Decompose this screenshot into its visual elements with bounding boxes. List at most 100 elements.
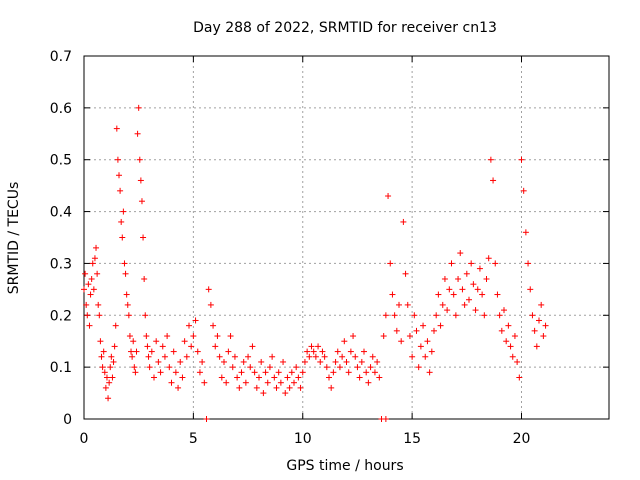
data-point bbox=[323, 364, 330, 371]
data-point bbox=[315, 343, 322, 350]
data-point bbox=[111, 343, 118, 350]
data-point bbox=[130, 338, 137, 345]
data-point bbox=[146, 364, 153, 371]
data-point bbox=[356, 374, 363, 381]
data-point bbox=[119, 234, 126, 241]
data-point bbox=[271, 374, 278, 381]
data-point bbox=[328, 384, 335, 391]
data-point bbox=[339, 353, 346, 360]
x-axis-label: GPS time / hours bbox=[286, 458, 403, 474]
data-point bbox=[179, 374, 186, 381]
data-point bbox=[113, 125, 120, 132]
data-point bbox=[516, 374, 523, 381]
data-point bbox=[85, 281, 92, 288]
data-point bbox=[155, 358, 162, 365]
y-tick-label: 0.6 bbox=[50, 101, 72, 117]
data-point bbox=[161, 353, 168, 360]
data-point bbox=[457, 250, 464, 257]
data-point bbox=[275, 369, 282, 376]
data-point bbox=[476, 265, 483, 272]
data-point bbox=[444, 307, 451, 314]
data-point bbox=[389, 291, 396, 298]
data-point bbox=[214, 333, 221, 340]
data-point bbox=[97, 338, 104, 345]
data-point bbox=[134, 130, 141, 137]
axis-ticks: 0 5 10 15 20 0 0.1 0.2 0.3 0.4 0.5 0.6 0.7 bbox=[50, 49, 609, 447]
data-point bbox=[88, 275, 95, 282]
data-point bbox=[186, 322, 192, 329]
data-point bbox=[89, 260, 96, 267]
data-point bbox=[194, 348, 201, 355]
data-point bbox=[426, 369, 433, 376]
data-point bbox=[205, 286, 212, 293]
data-point bbox=[385, 193, 392, 200]
data-point bbox=[203, 416, 210, 422]
data-point bbox=[542, 322, 549, 329]
data-point bbox=[112, 322, 119, 329]
data-point bbox=[84, 312, 91, 319]
data-point bbox=[188, 343, 195, 350]
data-point bbox=[428, 348, 435, 355]
data-point bbox=[151, 374, 157, 381]
data-point bbox=[487, 156, 494, 163]
data-point bbox=[433, 312, 440, 319]
data-point bbox=[308, 343, 315, 350]
data-point bbox=[216, 353, 223, 360]
y-tick-label: 0.5 bbox=[50, 153, 72, 169]
data-point bbox=[114, 156, 121, 163]
data-point bbox=[382, 416, 389, 422]
data-point bbox=[266, 364, 273, 371]
data-point bbox=[201, 379, 208, 386]
data-point bbox=[393, 327, 400, 334]
data-point bbox=[490, 177, 497, 184]
data-point bbox=[452, 312, 459, 319]
data-point bbox=[479, 291, 486, 298]
data-point bbox=[125, 312, 132, 319]
grid bbox=[84, 56, 609, 419]
data-point bbox=[485, 255, 492, 262]
y-tick-label: 0.1 bbox=[50, 360, 72, 376]
data-point bbox=[93, 244, 100, 251]
data-point bbox=[345, 369, 352, 376]
x-tick-label: 20 bbox=[513, 431, 531, 447]
data-point bbox=[540, 333, 547, 340]
data-point bbox=[253, 384, 260, 391]
data-point bbox=[136, 156, 143, 163]
data-point bbox=[468, 260, 475, 267]
data-point bbox=[102, 384, 109, 391]
data-point bbox=[207, 301, 214, 308]
data-point bbox=[483, 275, 490, 282]
data-point bbox=[522, 229, 529, 236]
data-point bbox=[450, 291, 457, 298]
data-point bbox=[334, 348, 341, 355]
data-point bbox=[369, 353, 376, 360]
data-point bbox=[361, 348, 367, 355]
data-point bbox=[413, 327, 420, 334]
data-point bbox=[400, 218, 407, 225]
data-point bbox=[105, 395, 112, 402]
data-point bbox=[511, 333, 518, 340]
data-point bbox=[247, 364, 254, 371]
data-point bbox=[354, 364, 361, 371]
data-point bbox=[181, 338, 188, 345]
data-point bbox=[505, 322, 512, 329]
plot-frame bbox=[83, 55, 610, 420]
data-point bbox=[103, 374, 110, 381]
data-point bbox=[120, 208, 127, 215]
data-point bbox=[121, 260, 128, 267]
data-point bbox=[466, 296, 472, 303]
y-tick-label: 0.4 bbox=[50, 205, 72, 221]
data-point bbox=[192, 317, 199, 324]
data-point bbox=[431, 327, 437, 334]
data-point bbox=[396, 301, 402, 308]
data-point bbox=[435, 291, 442, 298]
data-point bbox=[95, 301, 102, 308]
data-point bbox=[376, 374, 383, 381]
data-point bbox=[234, 374, 241, 381]
data-point bbox=[108, 353, 115, 360]
data-point bbox=[172, 369, 179, 376]
data-point bbox=[177, 358, 184, 365]
data-point bbox=[100, 348, 107, 355]
data-point bbox=[330, 369, 337, 376]
